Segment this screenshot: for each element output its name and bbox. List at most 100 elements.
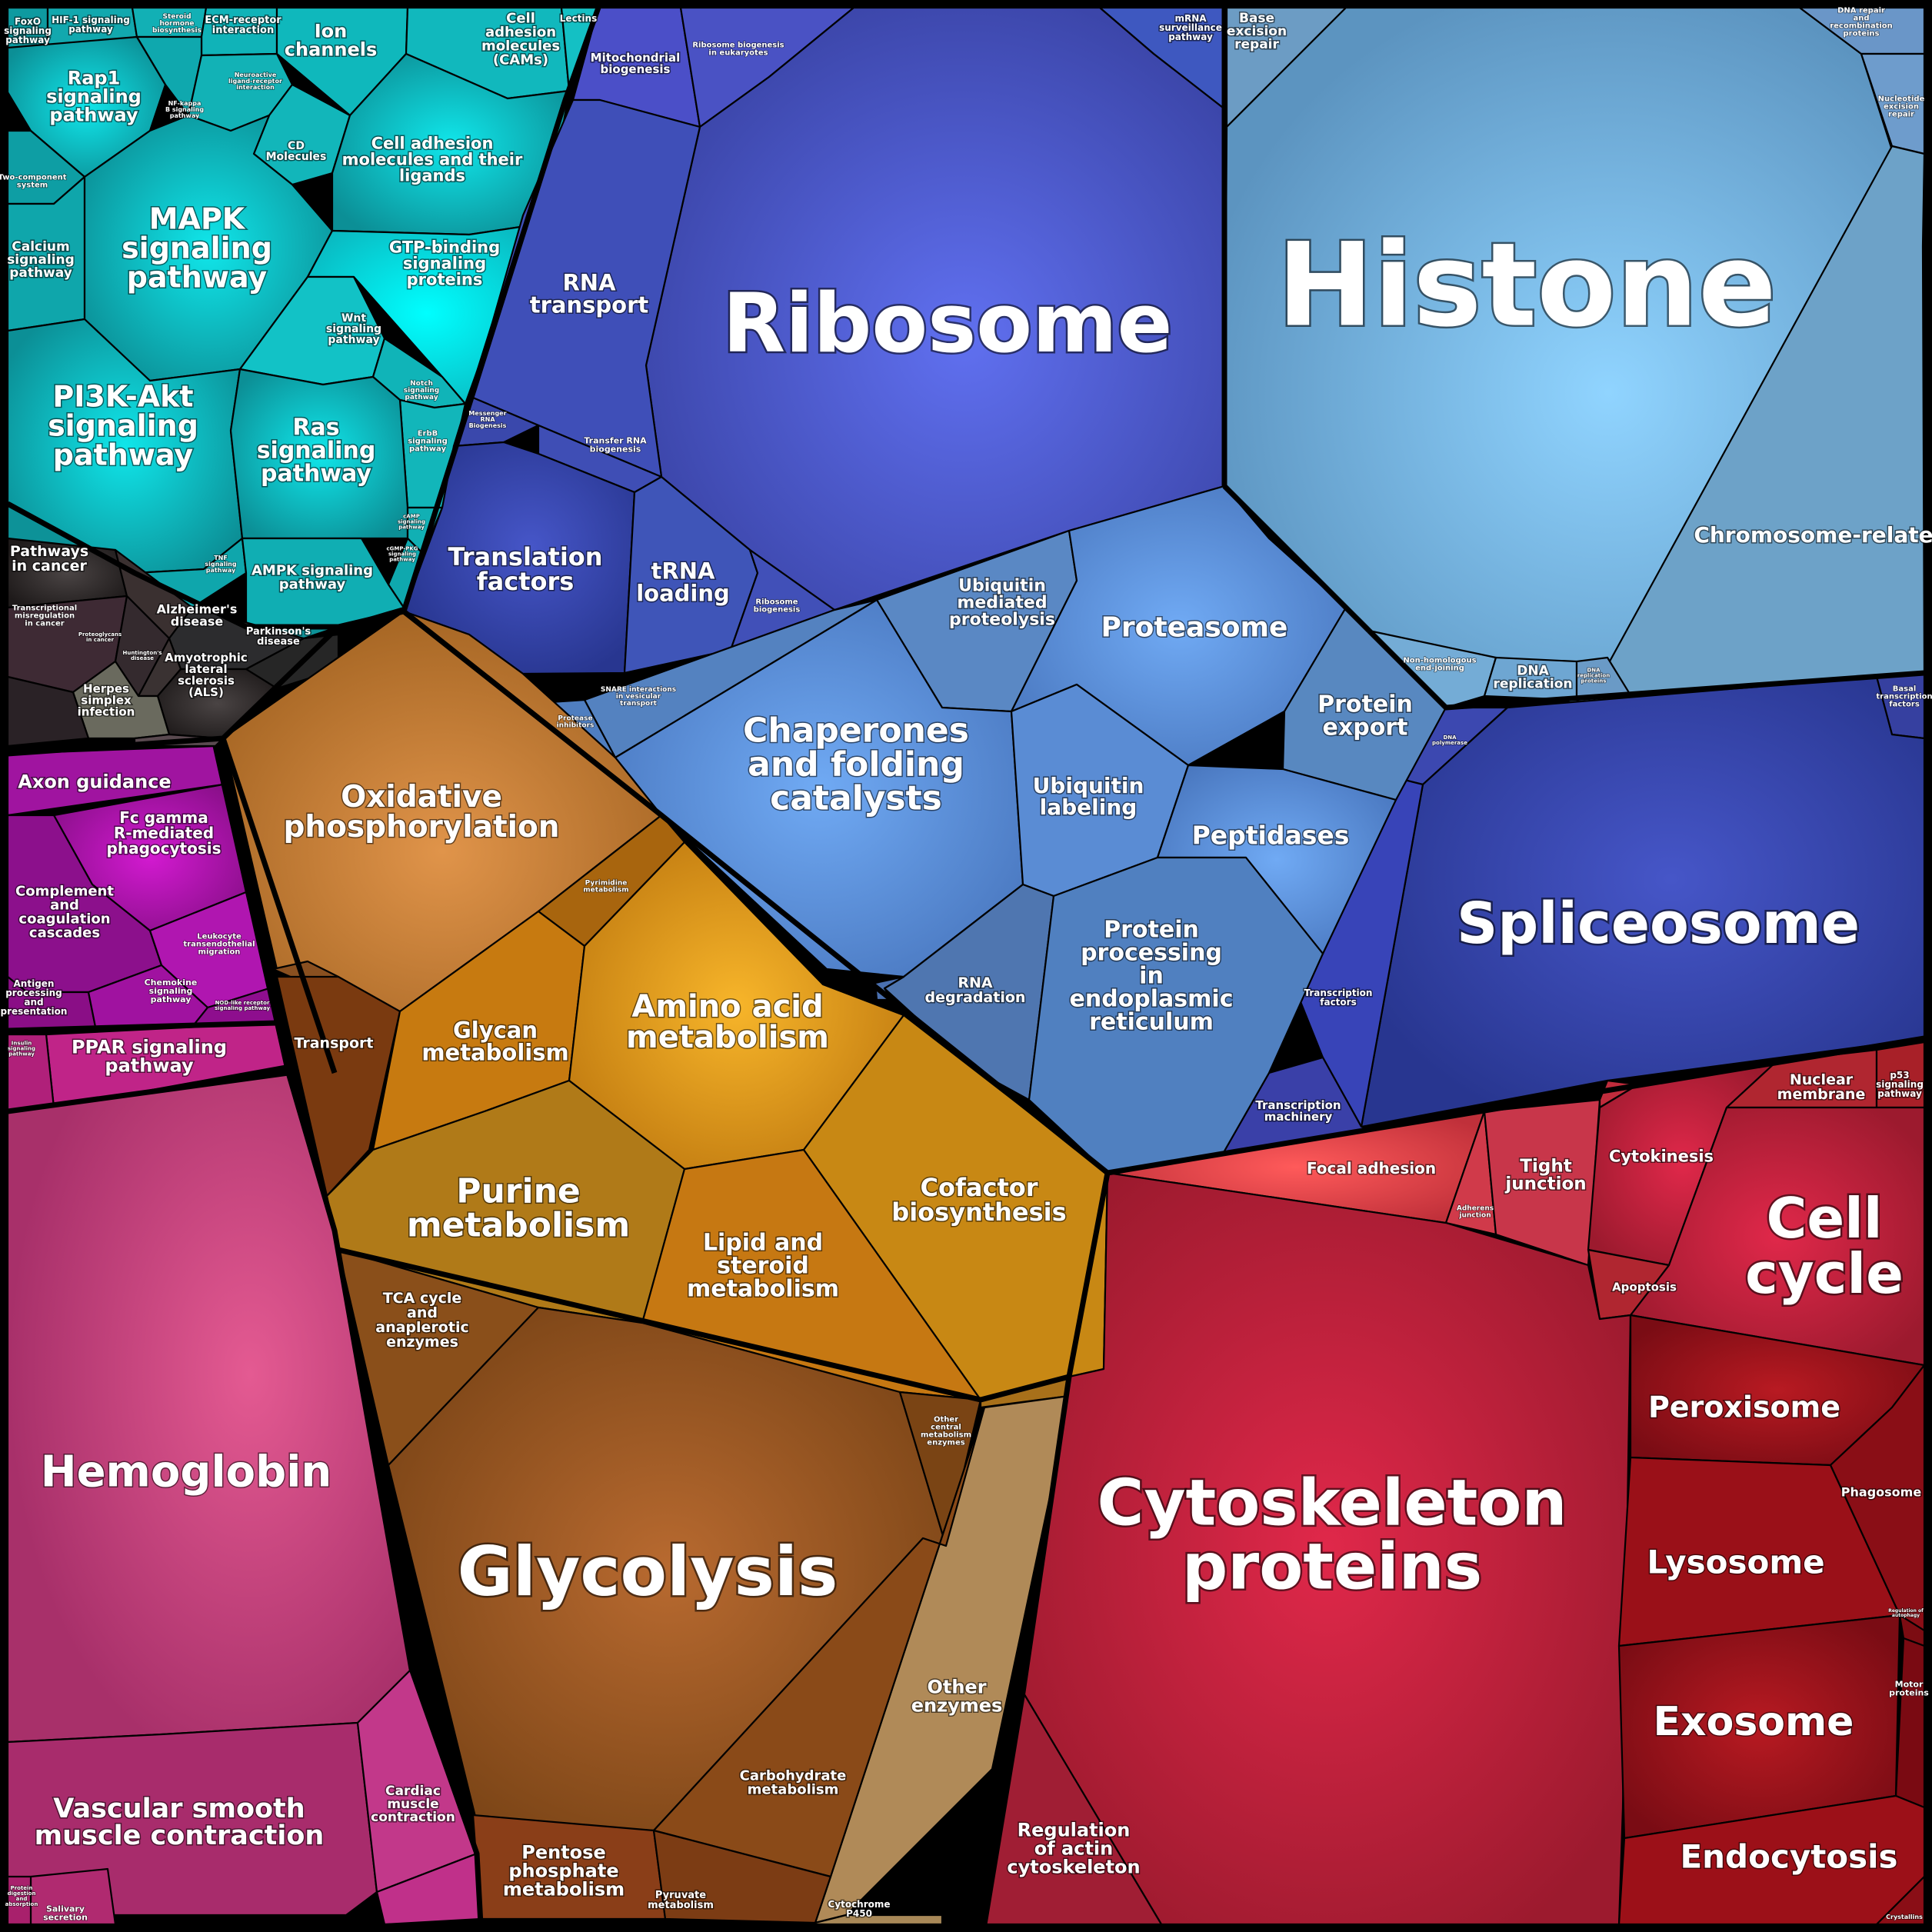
label-lipid: Lipid and steroid metabolism [687, 1230, 839, 1303]
label-dna-rep: DNA replication [1493, 664, 1572, 692]
label-basal-tf: Basal transcription factors [1876, 685, 1932, 709]
label-messenger-rna: Messenger RNA Biogenesis [468, 410, 506, 429]
label-exosome: Exosome [1654, 1699, 1854, 1745]
region-protein-er[interactable] [1028, 856, 1324, 1174]
label-ribo-bio-euk: Ribosome biogenesis in eukaryotes [692, 42, 784, 58]
group-immune [6, 744, 290, 1113]
label-pyrimidine: Pyrimidine metabolism [583, 880, 628, 894]
label-transfer-rna: Transfer RNA biogenesis [584, 435, 647, 454]
label-other-enzymes: Other enzymes [911, 1676, 1003, 1716]
label-glycolysis: Glycolysis [458, 1532, 838, 1611]
label-lysosome: Lysosome [1647, 1544, 1824, 1581]
label-salivary: Salivary secretion [43, 1904, 88, 1922]
label-insulin: Insulin signaling pathway [8, 1041, 35, 1058]
label-pentose: Pentose phosphate metabolism [503, 1841, 625, 1900]
label-pathways-cancer: Pathways in cancer [10, 543, 88, 575]
label-complement: Complement and coagulation cascades [15, 883, 114, 941]
label-tca: TCA cycle and anaplerotic enzymes [375, 1290, 468, 1351]
label-foxo: FoxO signaling pathway [4, 16, 52, 45]
label-rap1: Rap1 signaling pathway [46, 67, 142, 125]
label-ubiquitin-label: Ubiquitin labeling [1033, 773, 1144, 820]
label-protein-digestion: Protein digestion and absorption [5, 1885, 38, 1907]
label-pi3k: PI3K-Akt signaling pathway [48, 379, 198, 471]
label-cell-cycle: Cell cycle [1745, 1186, 1904, 1306]
label-chemokine: Chemokine signaling pathway [145, 978, 198, 1004]
label-lectins: Lectins [560, 13, 597, 24]
region-cytochrome[interactable] [814, 1914, 944, 1926]
label-dna-polymerase: DNA polymerase [1432, 734, 1467, 746]
label-twocomp: Two-component system [0, 174, 67, 190]
label-cgmp: cGMP-PKG signaling pathway [386, 546, 418, 563]
label-transcription-factors: Transcription factors [1304, 988, 1373, 1008]
group-signaling [6, 6, 600, 640]
label-endocytosis: Endocytosis [1680, 1838, 1897, 1876]
label-peptidases: Peptidases [1192, 821, 1350, 851]
label-hif1: HIF-1 signaling pathway [52, 15, 130, 35]
label-cardiac: Cardiac muscle contraction [371, 1784, 455, 1825]
label-cytoskeleton: Cytoskeleton proteins [1098, 1466, 1567, 1604]
group-disease [6, 537, 340, 748]
label-histone: Histone [1277, 219, 1777, 353]
label-focal: Focal adhesion [1307, 1159, 1436, 1178]
label-axon: Axon guidance [18, 771, 171, 792]
label-mapk: MAPK signaling pathway [122, 202, 272, 294]
label-antigen: Antigen processing and presentation [1, 978, 68, 1017]
label-wnt: Wnt signaling pathway [326, 312, 381, 346]
label-protein-export: Protein export [1317, 691, 1413, 741]
label-amino: Amino acid metabolism [626, 989, 829, 1055]
label-ber: Base excision repair [1227, 11, 1287, 52]
label-hemoglobin: Hemoglobin [41, 1447, 332, 1497]
label-autophagy: Regulation of autophagy [1888, 1608, 1924, 1618]
label-nuclear: Nuclear membrane [1777, 1071, 1866, 1103]
label-protein-er: Protein processing in endoplasmic reticulum [1070, 917, 1234, 1036]
region-protein-digestion[interactable] [6, 1875, 32, 1926]
label-neuro: Neuroactive ligand-receptor interaction [228, 72, 282, 91]
region-crystallins[interactable] [1875, 1875, 1926, 1926]
region-herpes[interactable] [72, 660, 171, 740]
label-ion: Ion channels [285, 20, 377, 60]
label-rna-degradation: RNA degradation [925, 974, 1026, 1006]
label-vascular: Vascular smooth muscle contraction [35, 1794, 325, 1851]
label-dna-rep-proteins: DNA replication proteins [1577, 668, 1610, 685]
label-apoptosis: Apoptosis [1612, 1280, 1677, 1294]
region-motor[interactable] [1894, 1637, 1926, 1809]
label-rna-transport: RNA transport [530, 270, 649, 318]
label-chromosome: Chromosome-related [1694, 522, 1932, 548]
group-protein-fate [525, 485, 1447, 1174]
label-purine: Purine metabolism [407, 1171, 630, 1244]
labels: FoxO signaling pathway HIF-1 signaling path… [0, 6, 1932, 1923]
label-protease-inhib: Protease inhibitors [557, 715, 595, 730]
group-cellular [983, 1041, 1926, 1926]
label-pyruvate: Pyruvate metabolism [648, 1890, 714, 1911]
label-ppar: PPAR signaling pathway [72, 1036, 227, 1076]
label-cofactor: Cofactor biosynthesis [891, 1173, 1066, 1227]
region-cytoskeleton[interactable] [1021, 1171, 1632, 1926]
label-steroid: Steroid hormone biosynthesis [152, 13, 202, 35]
label-camp: cAMP signaling pathway [398, 514, 425, 531]
label-notch: Notch signaling pathway [404, 380, 439, 401]
label-oxphos: Oxidative phosphorylation [283, 780, 559, 844]
label-cytokinesis: Cytokinesis [1609, 1147, 1714, 1165]
label-ampk: AMPK signaling pathway [251, 562, 373, 592]
label-mito-bio: Mitochondrial biogenesis [591, 51, 681, 76]
region-misc-disease[interactable] [6, 675, 90, 748]
label-huntington: Huntington's disease [122, 650, 162, 661]
label-herpes: Herpes simplex infection [78, 681, 135, 718]
label-ribosome: Ribosome [723, 276, 1173, 371]
label-mrna-surv: mRNA surveillance pathway [1159, 13, 1222, 42]
label-cd: CD Molecules [266, 140, 327, 163]
region-transport[interactable] [275, 975, 401, 1198]
label-cams: Cell adhesion molecules (CAMs) [481, 10, 560, 68]
label-ras: Ras signaling pathway [257, 415, 376, 488]
label-ner: Nucleotide excision repair [1878, 95, 1925, 119]
label-transcription-machinery: Transcription machinery [1255, 1098, 1341, 1124]
label-spliceosome: Spliceosome [1457, 891, 1860, 957]
label-actin: Regulation of actin cytoskeleton [1007, 1819, 1140, 1877]
label-ribosome-biogenesis: Ribosome biogenesis [754, 598, 801, 615]
label-als: Amyotrophic lateral sclerosis (ALS) [165, 651, 248, 699]
label-ecm: ECM-receptor interaction [205, 15, 281, 36]
label-chaperones: Chaperones and folding catalysts [743, 711, 969, 818]
label-transcriptional: Transcriptional misregulation in cancer [12, 605, 77, 628]
